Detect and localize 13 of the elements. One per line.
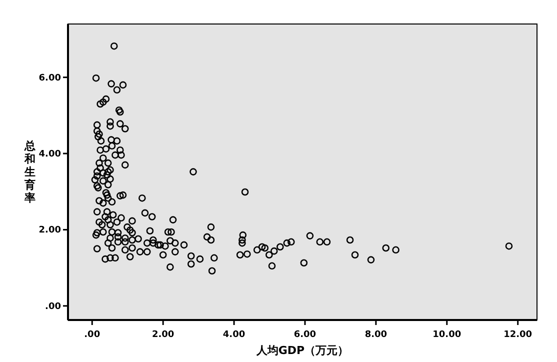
x-tick-label: 12.00 [504,330,532,340]
x-tick-label: 10.00 [432,330,462,340]
x-tick-label: 4.00 [222,330,246,340]
x-tick-label: 2.00 [152,330,174,340]
y-tick-label: 4.00 [38,150,61,160]
x-tick-label: 6.00 [294,330,316,340]
y-tick-label: 6.00 [38,73,61,84]
y-tick-label: .00 [45,302,61,312]
x-axis-title: 人均GDP（万元） [255,344,349,357]
y-tick-label: 2.00 [38,226,61,236]
x-tick-label: 8.00 [364,330,388,340]
y-axis-title: 总和生育率 [24,140,36,204]
x-tick-label: .00 [84,330,100,340]
